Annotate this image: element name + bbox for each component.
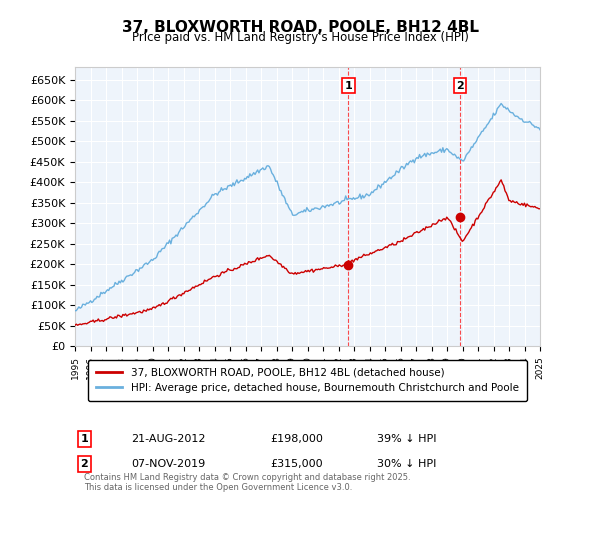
Text: 07-NOV-2019: 07-NOV-2019 [131, 459, 205, 469]
Text: 2: 2 [456, 81, 464, 91]
Text: 1: 1 [80, 434, 88, 444]
Text: 30% ↓ HPI: 30% ↓ HPI [377, 459, 437, 469]
Text: 1: 1 [344, 81, 352, 91]
Text: 39% ↓ HPI: 39% ↓ HPI [377, 434, 437, 444]
Text: 37, BLOXWORTH ROAD, POOLE, BH12 4BL: 37, BLOXWORTH ROAD, POOLE, BH12 4BL [121, 20, 479, 35]
Text: £198,000: £198,000 [270, 434, 323, 444]
Legend: 37, BLOXWORTH ROAD, POOLE, BH12 4BL (detached house), HPI: Average price, detach: 37, BLOXWORTH ROAD, POOLE, BH12 4BL (det… [88, 360, 527, 402]
Text: £315,000: £315,000 [270, 459, 323, 469]
Text: 2: 2 [80, 459, 88, 469]
Text: 21-AUG-2012: 21-AUG-2012 [131, 434, 205, 444]
Text: Price paid vs. HM Land Registry's House Price Index (HPI): Price paid vs. HM Land Registry's House … [131, 31, 469, 44]
Text: Contains HM Land Registry data © Crown copyright and database right 2025.
This d: Contains HM Land Registry data © Crown c… [84, 473, 411, 492]
